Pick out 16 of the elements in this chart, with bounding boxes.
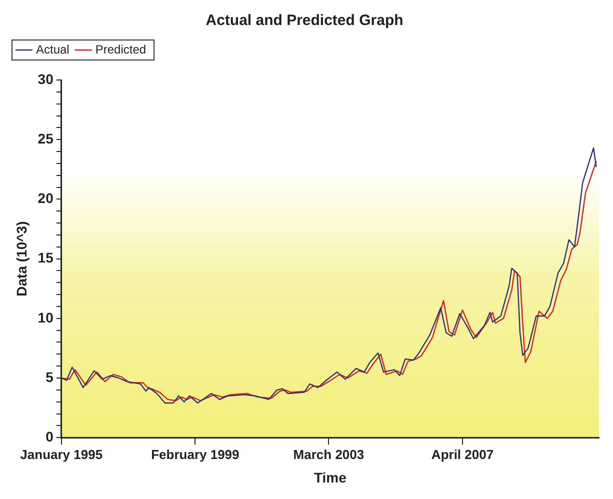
legend-label: Predicted <box>95 42 146 56</box>
x-tick-label: February 1999 <box>151 446 240 462</box>
y-tick-label: 0 <box>46 428 54 444</box>
x-tick-label: January 1995 <box>20 446 103 462</box>
x-tick-label: April 2007 <box>431 446 494 462</box>
y-tick-label: 15 <box>38 250 54 266</box>
x-tick-label: March 2003 <box>293 446 364 462</box>
y-tick-label: 25 <box>38 130 54 146</box>
x-axis-title: Time <box>314 469 347 486</box>
legend-label: Actual <box>36 42 70 56</box>
y-tick-label: 5 <box>46 368 54 385</box>
chart-title: Actual and Predicted Graph <box>206 12 404 30</box>
y-tick-label: 20 <box>38 190 54 206</box>
y-tick-label: 30 <box>38 70 54 87</box>
y-tick-label: 10 <box>38 309 54 326</box>
y-axis-title: Data (10^3) <box>13 221 30 296</box>
